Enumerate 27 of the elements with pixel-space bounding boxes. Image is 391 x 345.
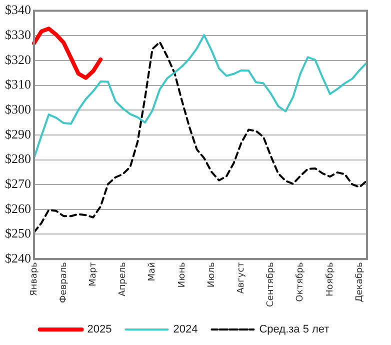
x-tick-label: Февраль	[58, 262, 69, 303]
x-tick-label: Март	[88, 262, 99, 286]
x-tick-label: Январь	[29, 262, 40, 296]
x-tick-label: Июль	[206, 262, 217, 288]
line-series	[33, 41, 368, 234]
y-tick-label: $240	[5, 250, 31, 266]
y-tick-label: $300	[5, 102, 31, 117]
x-tick-label: Май	[148, 262, 158, 282]
y-tick-label: $260	[5, 200, 31, 216]
legend-label: 2025	[87, 324, 112, 336]
y-tick-label: $280	[5, 151, 31, 166]
legend-label: 2024	[173, 324, 198, 336]
y-tick-label: $310	[5, 76, 31, 92]
x-tick-label: Октябрь	[296, 262, 306, 302]
y-tick-label: $320	[5, 52, 31, 67]
y-tick-label: $270	[5, 176, 31, 192]
y-tick-label: $290	[5, 126, 31, 142]
x-tick-label: Август	[236, 262, 247, 294]
y-tick-label: $340	[5, 2, 31, 18]
x-tick-label: Сентябрь	[266, 262, 276, 308]
legend-label: Сред.за 5 лет	[259, 324, 330, 336]
y-tick-label: $250	[5, 226, 31, 241]
x-tick-label: Ноябрь	[325, 262, 336, 296]
x-tick-label: Апрель	[118, 262, 128, 296]
y-tick-label: $330	[5, 27, 31, 42]
x-tick-label: Декабрь	[354, 262, 365, 302]
x-tick-label: Июнь	[177, 262, 188, 288]
